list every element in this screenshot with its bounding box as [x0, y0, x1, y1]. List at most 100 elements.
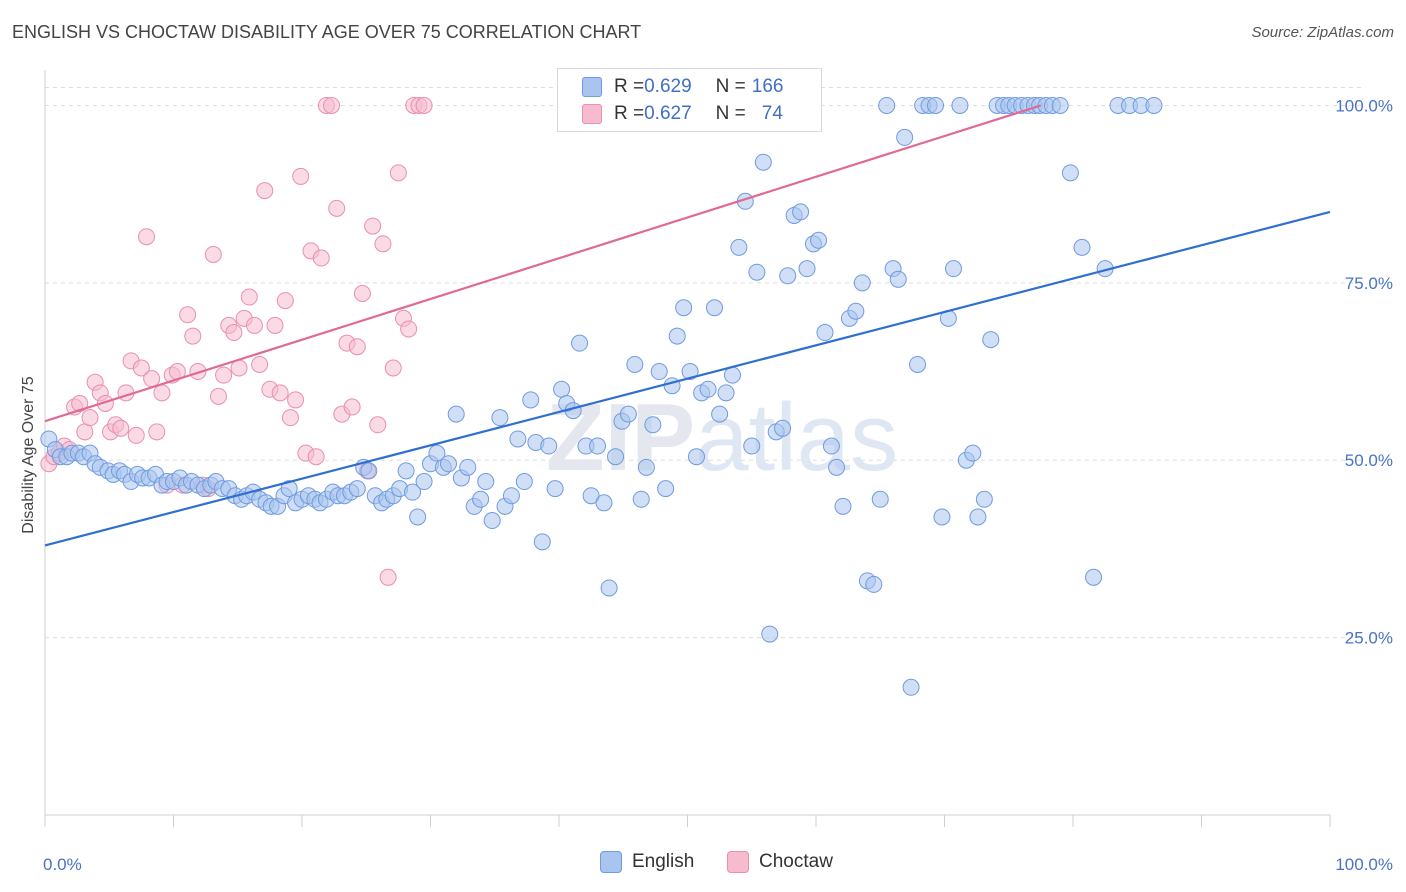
english-point-140: [896, 128, 914, 146]
choctaw-point-14: [112, 419, 130, 437]
english-r-value: 0.629: [644, 76, 692, 97]
english-point-142: [909, 355, 927, 373]
english-point-139: [889, 270, 907, 288]
choctaw-point-6: [71, 394, 89, 412]
choctaw-point-49: [292, 167, 310, 185]
trend-lines: [44, 104, 1331, 547]
choctaw-point-47: [281, 409, 299, 427]
y-tick-label-75: 75.0%: [1345, 274, 1393, 293]
choctaw-point-63: [364, 217, 382, 235]
choctaw-point-8: [81, 409, 99, 427]
english-point-166: [1061, 164, 1079, 182]
english-point-83: [546, 480, 564, 498]
english-point-64: [428, 444, 446, 462]
choctaw-point-36: [225, 324, 243, 342]
english-point-95: [619, 405, 637, 423]
english-point-145: [927, 96, 945, 114]
choctaw-point-52: [307, 448, 325, 466]
choctaw-point-67: [384, 359, 402, 377]
english-point-148: [944, 260, 962, 278]
choctaw-point-27: [179, 306, 197, 324]
english-point-154: [982, 331, 1000, 349]
watermark-atlas: atlas: [695, 384, 898, 491]
choctaw-point-18: [132, 359, 150, 377]
english-trend-line: [44, 210, 1331, 547]
y-tick-label-50: 50.0%: [1345, 451, 1393, 470]
bottom-choctaw-swatch: [727, 851, 749, 873]
english-point-133: [853, 274, 871, 292]
english-point-123: [792, 203, 810, 221]
choctaw-n-value: 74: [761, 103, 783, 124]
english-point-106: [687, 448, 705, 466]
choctaw-point-46: [276, 292, 294, 310]
english-point-121: [779, 267, 797, 285]
english-point-135: [865, 575, 883, 593]
choctaw-point-59: [343, 398, 361, 416]
english-point-76: [502, 487, 520, 505]
choctaw-point-7: [76, 423, 94, 441]
english-point-61: [409, 508, 427, 526]
choctaw-swatch: [582, 104, 602, 124]
y-tick-label-25: 25.0%: [1345, 629, 1393, 648]
english-point-116: [748, 263, 766, 281]
english-point-59: [397, 462, 415, 480]
bottom-english-label: English: [632, 851, 695, 872]
choctaw-point-55: [323, 96, 341, 114]
gridlines: [45, 86, 1365, 639]
bottom-legend-choctaw: Choctaw: [727, 851, 833, 873]
english-point-129: [828, 458, 846, 476]
english-r-label: R =: [614, 76, 645, 97]
choctaw-point-28: [184, 327, 202, 345]
english-point-118: [761, 625, 779, 643]
choctaw-r-label: R =: [614, 103, 645, 124]
english-point-103: [668, 327, 686, 345]
english-point-136: [871, 490, 889, 508]
choctaw-point-70: [400, 320, 418, 338]
english-point-90: [589, 437, 607, 455]
legend-row-english: R = 0.629 N = 166: [582, 73, 783, 101]
choctaw-point-68: [389, 164, 407, 182]
choctaw-r-value: 0.627: [644, 103, 692, 124]
english-point-109: [705, 299, 723, 317]
english-point-73: [483, 512, 501, 530]
english-point-152: [969, 508, 987, 526]
english-point-92: [600, 579, 618, 597]
x-tick-label-min: 0.0%: [43, 855, 82, 874]
choctaw-point-19: [138, 228, 156, 246]
choctaw-point-32: [204, 245, 222, 263]
english-point-100: [650, 363, 668, 381]
english-points: [40, 96, 1163, 696]
choctaw-point-34: [215, 366, 233, 384]
chart-title: ENGLISH VS CHOCTAW DISABILITY AGE OVER 7…: [12, 22, 642, 42]
english-point-84: [553, 380, 571, 398]
choctaw-point-61: [353, 285, 371, 302]
english-point-108: [699, 380, 717, 398]
chart-source: Source: ZipAtlas.com: [1251, 24, 1394, 41]
choctaw-point-45: [271, 384, 289, 402]
legend-row-choctaw: R = 0.627 N = 74: [582, 100, 783, 128]
english-n-value: 166: [751, 76, 784, 97]
english-point-72: [477, 473, 495, 491]
english-point-137: [878, 96, 896, 114]
choctaw-point-65: [374, 235, 392, 253]
choctaw-n-label: N =: [715, 103, 746, 124]
y-axis-title: Disability Age Over 75: [20, 376, 37, 534]
english-point-130: [834, 497, 852, 515]
tick-labels: 25.0% 50.0% 75.0% 100.0% 0.0% 100.0%: [43, 96, 1393, 874]
english-point-51: [348, 480, 366, 498]
english-point-40: [280, 480, 298, 498]
choctaw-point-41: [251, 355, 269, 373]
x-tick-label-max: 100.0%: [1335, 855, 1393, 874]
english-swatch: [582, 77, 602, 97]
english-point-141: [902, 678, 920, 696]
english-point-115: [743, 437, 761, 455]
english-point-87: [571, 334, 589, 352]
y-tick-label-100: 100.0%: [1335, 96, 1393, 115]
choctaw-point-42: [256, 182, 274, 200]
english-point-93: [607, 448, 625, 466]
choctaw-point-44: [266, 316, 284, 334]
bottom-legend-english: English: [600, 851, 694, 873]
english-point-71: [472, 490, 490, 508]
english-point-101: [657, 480, 675, 498]
